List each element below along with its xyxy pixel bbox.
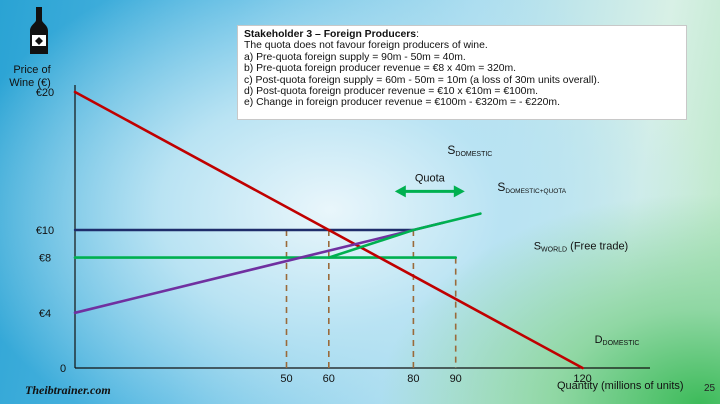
page-number: 25 [704, 383, 716, 394]
x-tick-label: 50 [280, 373, 292, 385]
series-line-sdom [73, 228, 415, 315]
origin-label: 0 [60, 363, 66, 375]
label-sworld: SWORLD (Free trade) [534, 241, 629, 254]
y-axis-label-line-2: Wine (€) [9, 77, 51, 89]
y-tick-label: €8 [39, 253, 51, 265]
info-box-title-colon: : [416, 29, 419, 40]
series-line-sdq-ext [412, 212, 482, 232]
y-axis-label-line-1: Price of [13, 64, 51, 76]
x-tick-label: 60 [323, 373, 335, 385]
info-box: Stakeholder 3 – Foreign Producers: The q… [237, 25, 687, 120]
x-axis-label: Quantity (millions of units) [557, 380, 684, 392]
y-tick-label: €4 [39, 308, 51, 320]
info-box-line: e) Change in foreign producer revenue = … [244, 97, 560, 109]
info-box-title: Stakeholder 3 – Foreign Producers [244, 29, 417, 40]
info-box-line: a) Pre-quota foreign supply = 90m - 50m … [244, 51, 466, 63]
quota-arrow-left-head [394, 185, 406, 198]
quota-arrow-right-head [453, 185, 465, 198]
series: DDOMESTIC SDOMESTIC SDOMESTIC+QUOTA SWORLD … [73, 90, 640, 370]
y-tick-label: €10 [36, 225, 54, 237]
wine-bottle-icon [30, 7, 48, 54]
info-box-heading: Stakeholder 3 – Foreign Producers: [244, 29, 680, 40]
brand-logo: Theibtrainer.com [25, 383, 111, 397]
info-box-line: c) Post-quota foreign supply = 60m - 50m… [244, 74, 600, 86]
info-box-line: d) Post-quota foreign producer revenue =… [244, 86, 539, 98]
series-line-ddom [73, 90, 584, 370]
ticks: 50 60 80 90 120 €20 €10 €8 €4 [36, 87, 592, 385]
series-line-sdq [327, 228, 415, 259]
info-box-line: The quota does not favour foreign produc… [244, 40, 488, 52]
guides [285, 230, 457, 368]
label-sdom: SDOMESTIC [447, 143, 492, 158]
x-tick-label: 120 [573, 373, 591, 385]
label-sdq: SDOMESTIC+QUOTA [497, 180, 566, 195]
x-tick-label: 80 [407, 373, 419, 385]
y-tick-label: €20 [36, 87, 54, 99]
quota-label: Quota [415, 172, 446, 184]
axes [74, 85, 650, 369]
label-ddom: DDOMESTIC [595, 334, 640, 347]
x-tick-label: 90 [450, 373, 462, 385]
labels: Price of Wine (€) 0 Quantity (millions o… [9, 64, 683, 392]
info-box-line: b) Pre-quota foreign producer revenue = … [244, 63, 517, 75]
